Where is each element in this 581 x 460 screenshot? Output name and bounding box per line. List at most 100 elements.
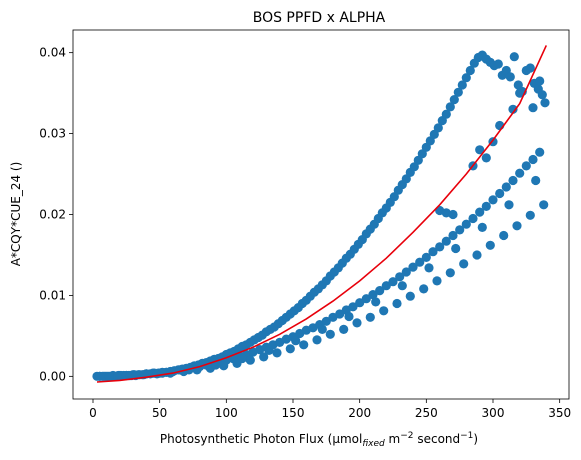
scatter-point <box>435 242 445 252</box>
scatter-point <box>509 52 519 62</box>
scatter-point <box>397 281 407 291</box>
scatter-point <box>445 102 455 112</box>
scatter-point <box>453 87 463 97</box>
scatter-point <box>441 236 451 246</box>
scatter-point <box>428 247 438 257</box>
scatter-point <box>272 348 282 358</box>
scatter-point <box>451 243 461 254</box>
scatter-point <box>421 252 431 262</box>
scatter-point <box>408 262 418 272</box>
scatter-point <box>325 329 335 339</box>
x-tick-label: 150 <box>282 406 305 420</box>
y-tick-label: 0.03 <box>39 127 66 141</box>
x-axis-title-unit-m: m <box>385 432 401 446</box>
scatter-point <box>285 344 295 354</box>
scatter-point <box>508 175 518 186</box>
scatter-point <box>419 284 429 294</box>
scatter-point <box>521 161 531 171</box>
scatter-point <box>528 103 538 113</box>
x-axis-ticks: 0 50 100 150 200 250 300 350 <box>89 399 571 420</box>
x-axis-title-prefix: Photosynthetic Photon Flux (µmol <box>160 432 362 446</box>
scatter-point <box>395 272 405 282</box>
scatter-point <box>361 294 371 304</box>
scatter-point <box>371 297 381 307</box>
scatter-point <box>104 371 114 381</box>
scatter-point <box>401 267 411 277</box>
y-tick-label: 0.04 <box>39 46 66 60</box>
scatter-point <box>531 175 541 186</box>
x-axis-title-superscript-2: −1 <box>460 431 473 441</box>
scatter-point <box>375 286 385 296</box>
scatter-point <box>219 361 229 371</box>
scatter-point <box>312 335 322 345</box>
y-axis-ticks: 0.00 0.01 0.02 0.03 0.04 <box>39 46 73 383</box>
scatter-point <box>388 277 398 287</box>
fit-curve <box>96 45 548 383</box>
scatter-point <box>539 200 549 210</box>
x-axis-title-superscript-1: −2 <box>400 431 413 441</box>
scatter-point <box>392 298 402 309</box>
scatter-point <box>515 88 525 98</box>
x-tick-label: 300 <box>482 406 505 420</box>
scatter-point <box>499 230 509 241</box>
scatter-point <box>488 195 498 205</box>
scatter-point <box>472 250 482 260</box>
scatter-point <box>424 263 434 273</box>
x-axis-title-unit-second: second <box>414 432 461 446</box>
chart-title: BOS PPFD x ALPHA <box>253 10 386 26</box>
scatter-point <box>259 352 269 362</box>
scatter-point <box>432 276 442 286</box>
scatter-point <box>445 268 455 278</box>
x-tick-label: 0 <box>89 406 97 420</box>
x-tick-label: 350 <box>548 406 571 420</box>
scatter-point <box>461 73 471 83</box>
scatter-point <box>405 291 415 301</box>
scatter-point <box>335 309 345 319</box>
y-axis-title: A*CQY*CUE_24 () <box>9 162 23 267</box>
scatter-point <box>379 306 389 316</box>
scatter-point <box>321 316 331 326</box>
x-axis-title-subscript: fixed <box>362 439 385 449</box>
scatter-point <box>455 225 465 235</box>
x-axis-title: Photosynthetic Photon Flux (µmolfixed m−… <box>160 431 478 449</box>
scatter-point <box>485 240 495 250</box>
scatter-point <box>465 65 475 76</box>
scatter-point <box>457 80 467 90</box>
scatter-point <box>477 222 487 232</box>
scatter-point <box>515 168 525 178</box>
scatter-point <box>475 145 485 155</box>
x-tick-label: 200 <box>348 406 371 420</box>
scatter-point <box>339 324 349 334</box>
scatter-point <box>528 154 538 165</box>
scatter-point <box>475 207 485 217</box>
scatter-point <box>495 188 505 199</box>
scatter-point <box>264 345 274 355</box>
scatter-point <box>245 355 255 365</box>
x-tick-label: 250 <box>415 406 438 420</box>
scatter-point <box>512 221 522 231</box>
scatter-point <box>481 201 491 211</box>
y-tick-label: 0.01 <box>39 288 66 302</box>
scatter-point <box>468 213 478 224</box>
fit-curve-layer <box>96 45 548 383</box>
scatter-point <box>355 298 365 308</box>
scatter-point <box>481 153 491 163</box>
y-tick-label: 0.02 <box>39 208 66 222</box>
scatter-point <box>157 368 167 378</box>
scatter-point <box>433 123 443 133</box>
y-tick-label: 0.00 <box>39 369 66 383</box>
scatter-point <box>441 109 451 119</box>
scatter-point <box>317 324 327 334</box>
scatter-point <box>237 353 247 364</box>
scatter-point <box>365 312 375 322</box>
scatter-point <box>112 371 122 381</box>
scatter-point <box>505 72 515 82</box>
scatter-point <box>352 318 362 328</box>
scatter-point <box>535 147 545 157</box>
scatter-point <box>368 290 378 300</box>
x-axis-title-suffix: ) <box>473 432 478 446</box>
scatter-point <box>344 311 354 322</box>
scatter-point <box>535 76 545 86</box>
scatter-point <box>525 210 535 220</box>
